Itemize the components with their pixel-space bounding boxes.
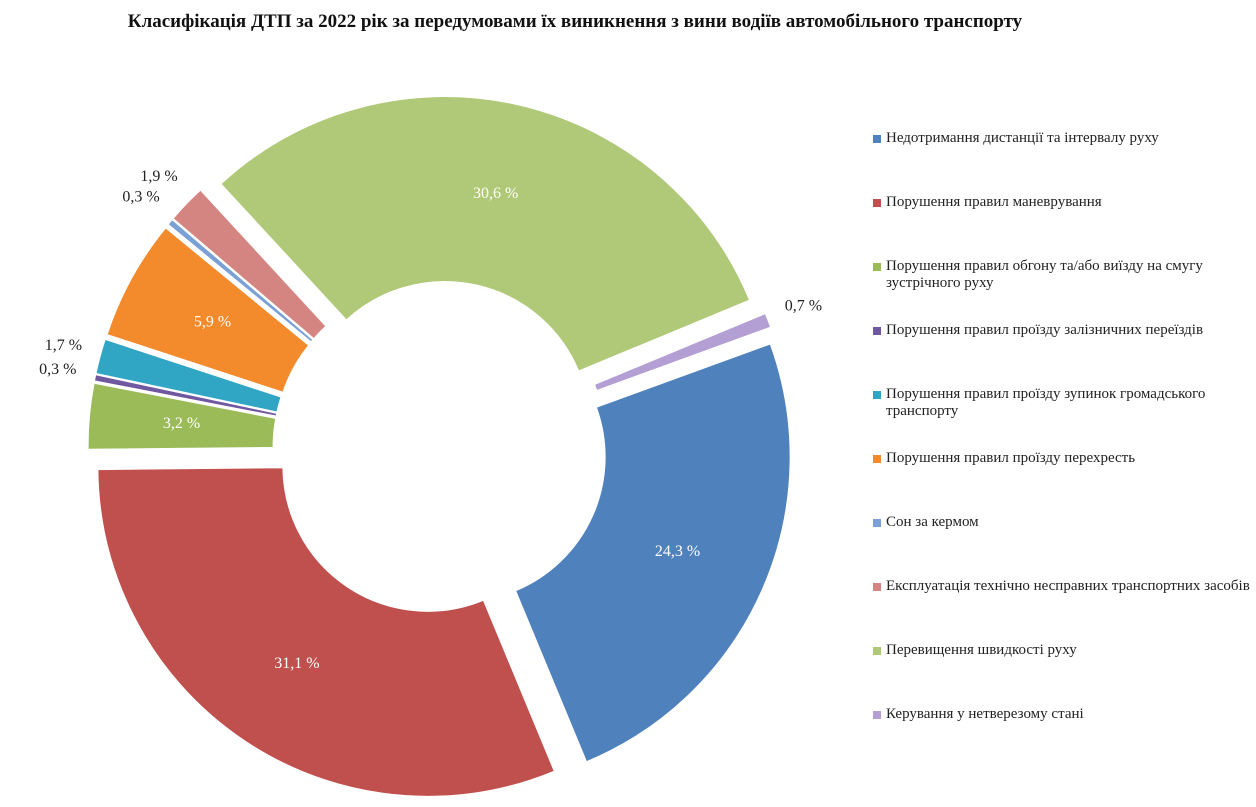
legend-swatch (873, 327, 881, 335)
legend-item: Експлуатація технічно несправних транспо… (873, 578, 1253, 642)
legend-label: Керування у нетверезому стані (886, 706, 1084, 722)
legend-item: Порушення правил проїзду зупинок громадс… (873, 386, 1253, 450)
legend-item: Порушення правил маневрування (873, 194, 1253, 258)
legend-swatch (873, 519, 881, 527)
donut-slice (172, 189, 327, 340)
donut-slice (97, 467, 555, 797)
legend-label: Експлуатація технічно несправних транспо… (886, 578, 1250, 594)
data-label: 1,7 % (45, 337, 82, 354)
legend-item: Порушення правил проїзду залізничних пер… (873, 322, 1253, 386)
legend-item: Недотримання дистанції та інтервалу руху (873, 130, 1253, 194)
legend-item: Керування у нетверезому стані (873, 706, 1253, 770)
legend-item: Перевищення швидкості руху (873, 642, 1253, 706)
data-label: 1,9 % (140, 168, 177, 185)
data-label: 5,9 % (194, 314, 231, 331)
data-label: 0,3 % (39, 361, 76, 378)
legend-item: Порушення правил проїзду перехресть (873, 450, 1253, 514)
legend: Недотримання дистанції та інтервалу руху… (873, 130, 1253, 770)
data-label: 0,3 % (122, 188, 159, 205)
donut-slice (106, 227, 310, 393)
data-label: 31,1 % (274, 655, 319, 672)
donut-slice (87, 382, 277, 450)
legend-label: Порушення правил проїзду залізничних пер… (886, 322, 1204, 338)
legend-label: Сон за кермом (886, 514, 979, 530)
donut-slice (95, 338, 282, 413)
donut-slice (167, 218, 314, 343)
donut-slice (593, 312, 772, 392)
legend-swatch (873, 135, 881, 143)
data-label: 30,6 % (473, 185, 518, 202)
legend-label: Недотримання дистанції та інтервалу руху (886, 130, 1159, 146)
legend-swatch (873, 455, 881, 463)
donut-slice (515, 343, 791, 763)
legend-label: Порушення правил проїзду зупинок громадс… (886, 386, 1206, 419)
legend-label: Перевищення швидкості руху (886, 642, 1077, 658)
legend-swatch (873, 711, 881, 719)
legend-item: Сон за кермом (873, 514, 1253, 578)
legend-label: Порушення правил проїзду перехресть (886, 450, 1136, 466)
legend-swatch (873, 583, 881, 591)
chart: 24,3 % 31,1 % 3,2 % 0,3 % 1,7 % 5,9 % 0,3 % 1,9… (39, 96, 822, 797)
legend-swatch (873, 647, 881, 655)
legend-swatch (873, 263, 881, 271)
data-label: 3,2 % (163, 415, 200, 432)
data-label: 0,7 % (785, 297, 822, 314)
legend-label: Порушення правил обгону та/або виїзду на… (886, 258, 1203, 291)
legend-swatch (873, 199, 881, 207)
legend-swatch (873, 391, 881, 399)
legend-item: Порушення правил обгону та/або виїзду на… (873, 258, 1253, 322)
chart-title: Класифікація ДТП за 2022 рік за передумо… (127, 11, 1023, 32)
data-label: 24,3 % (655, 543, 700, 560)
legend-label: Порушення правил маневрування (886, 194, 1102, 210)
donut-slice (220, 96, 751, 372)
donut-slice (93, 374, 278, 417)
